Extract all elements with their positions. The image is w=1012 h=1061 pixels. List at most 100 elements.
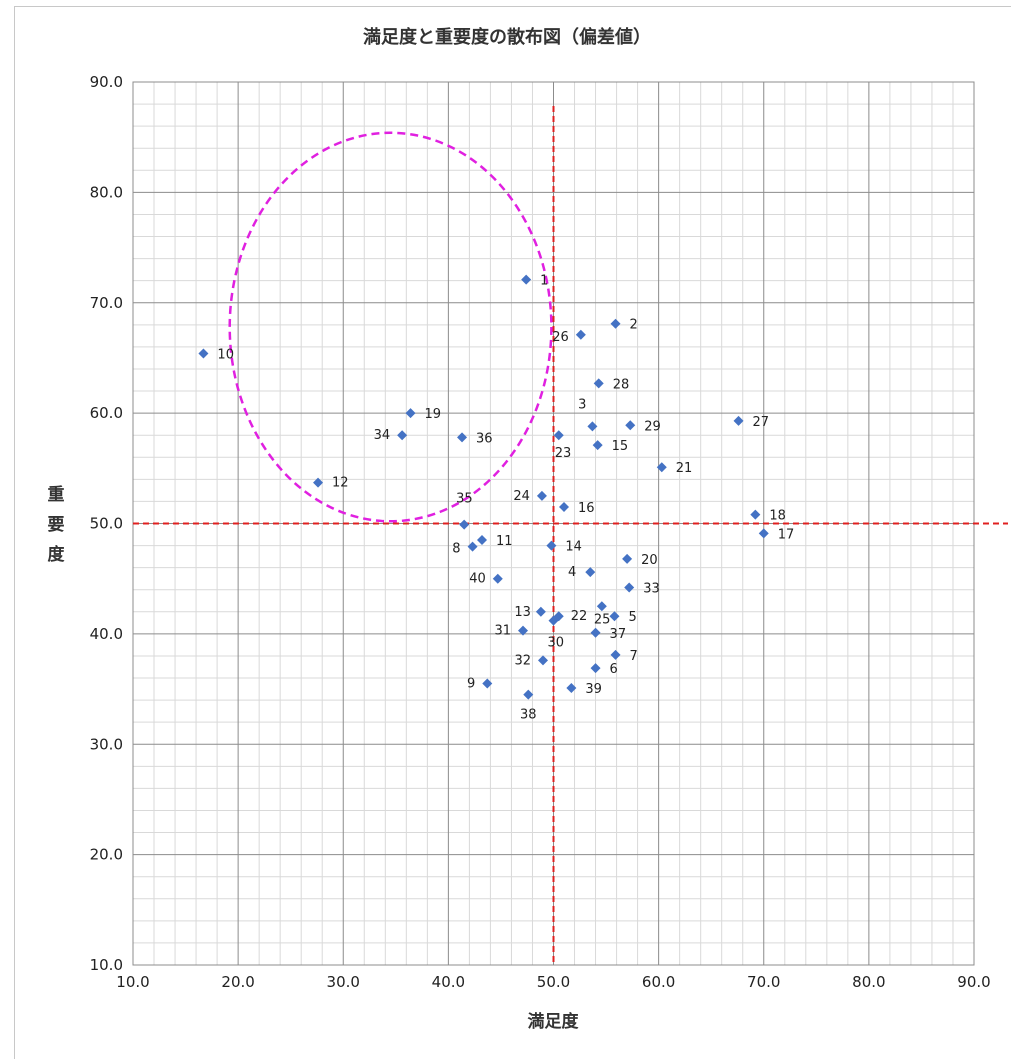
y-tick-label: 10.0 bbox=[90, 956, 123, 974]
x-tick-label: 50.0 bbox=[537, 973, 570, 991]
data-point-marker bbox=[518, 625, 529, 636]
data-point-label: 32 bbox=[514, 653, 531, 668]
data-point-marker bbox=[750, 509, 761, 520]
y-tick-label: 20.0 bbox=[90, 846, 123, 864]
data-point-label: 39 bbox=[585, 682, 602, 697]
x-tick-label: 10.0 bbox=[116, 973, 149, 991]
data-point-marker bbox=[477, 535, 488, 546]
data-point-marker bbox=[758, 528, 769, 539]
data-point-label: 30 bbox=[548, 636, 565, 651]
data-point-marker bbox=[457, 432, 468, 443]
data-point-label: 18 bbox=[769, 509, 786, 524]
highlight-circle bbox=[228, 131, 553, 523]
data-point-marker bbox=[397, 430, 408, 441]
data-point-label: 35 bbox=[456, 492, 473, 507]
y-tick-label: 70.0 bbox=[90, 294, 123, 312]
data-point-label: 4 bbox=[568, 565, 576, 580]
data-point-label: 16 bbox=[578, 501, 595, 516]
data-point-label: 10 bbox=[217, 348, 234, 363]
data-point-marker bbox=[553, 430, 564, 441]
data-point-label: 9 bbox=[467, 677, 475, 692]
data-point-label: 3 bbox=[578, 397, 586, 412]
data-point-label: 31 bbox=[494, 624, 511, 639]
x-axis-title: 満足度 bbox=[528, 1011, 580, 1032]
data-point-label: 11 bbox=[496, 534, 513, 549]
data-point-marker bbox=[593, 378, 604, 389]
data-point-marker bbox=[609, 611, 620, 622]
y-axis-title: 重要度 bbox=[48, 484, 66, 565]
data-point-marker bbox=[575, 329, 586, 340]
data-point-label: 19 bbox=[425, 407, 442, 422]
data-point-label: 38 bbox=[520, 708, 537, 723]
data-point-marker bbox=[313, 477, 324, 488]
data-point-marker bbox=[459, 519, 470, 530]
data-point-label: 36 bbox=[476, 431, 493, 446]
data-point-marker bbox=[536, 490, 547, 501]
data-point-label: 27 bbox=[753, 415, 770, 430]
data-point-label: 17 bbox=[778, 527, 795, 542]
data-point-marker bbox=[592, 440, 603, 451]
data-point-marker bbox=[610, 649, 621, 660]
data-point-label: 15 bbox=[612, 439, 629, 454]
data-point-label: 20 bbox=[641, 553, 658, 568]
data-point-marker bbox=[625, 420, 636, 431]
y-axis-tick-labels: 10.0 20.0 30.0 40.0 50.0 60.0 70.0 80.0 90.0 bbox=[90, 73, 123, 974]
data-point-label: 5 bbox=[628, 610, 636, 625]
data-point-marker bbox=[656, 462, 667, 473]
data-point-marker bbox=[559, 501, 570, 512]
data-point-marker bbox=[467, 541, 478, 552]
data-point-label: 22 bbox=[571, 609, 588, 624]
data-point-marker bbox=[405, 408, 416, 419]
data-point-marker bbox=[596, 601, 607, 612]
data-point-marker bbox=[622, 553, 633, 564]
x-tick-label: 90.0 bbox=[957, 973, 990, 991]
svg-text:重要度: 重要度 bbox=[48, 484, 66, 565]
data-point-label: 25 bbox=[594, 612, 611, 627]
data-point-marker bbox=[587, 421, 598, 432]
x-tick-label: 60.0 bbox=[642, 973, 675, 991]
data-point-label: 8 bbox=[452, 542, 460, 557]
data-point-label: 24 bbox=[513, 489, 530, 504]
data-point-marker bbox=[523, 689, 534, 700]
data-point-marker bbox=[610, 318, 621, 329]
data-point-label: 13 bbox=[514, 605, 531, 620]
data-point-label: 29 bbox=[644, 419, 661, 434]
y-tick-label: 30.0 bbox=[90, 735, 123, 753]
y-tick-label: 90.0 bbox=[90, 73, 123, 91]
x-axis-tick-labels: 10.0 20.0 30.0 40.0 50.0 60.0 70.0 80.0 90.0 bbox=[116, 973, 990, 991]
data-point-marker bbox=[537, 655, 548, 666]
data-point-label: 21 bbox=[676, 461, 693, 476]
data-point-label: 37 bbox=[610, 627, 627, 642]
data-point-label: 26 bbox=[552, 330, 569, 345]
data-point-label: 2 bbox=[630, 318, 638, 333]
data-point-marker bbox=[566, 682, 577, 693]
y-tick-label: 60.0 bbox=[90, 404, 123, 422]
data-point-label: 6 bbox=[610, 662, 618, 677]
data-point-marker bbox=[546, 540, 557, 551]
data-point-label: 7 bbox=[630, 649, 638, 664]
data-point-label: 14 bbox=[565, 540, 582, 555]
chart-frame bbox=[14, 6, 1011, 1059]
data-point-label: 28 bbox=[613, 377, 630, 392]
data-point-marker bbox=[624, 582, 635, 593]
data-point-label: 1 bbox=[540, 274, 548, 289]
data-point-label: 40 bbox=[469, 572, 486, 587]
data-point-marker bbox=[482, 678, 493, 689]
data-point-marker bbox=[585, 567, 596, 578]
x-tick-label: 80.0 bbox=[852, 973, 885, 991]
y-tick-label: 50.0 bbox=[90, 515, 123, 533]
y-tick-label: 40.0 bbox=[90, 625, 123, 643]
data-point-marker bbox=[548, 615, 559, 626]
data-point-marker bbox=[590, 663, 601, 674]
data-point-marker bbox=[521, 274, 532, 285]
x-tick-label: 40.0 bbox=[432, 973, 465, 991]
x-tick-label: 30.0 bbox=[327, 973, 360, 991]
data-point-label: 34 bbox=[374, 428, 391, 443]
chart-title: 満足度と重要度の散布図（偏差値） bbox=[363, 26, 651, 48]
data-point-marker bbox=[198, 348, 209, 359]
data-point-label: 23 bbox=[555, 446, 572, 461]
data-point-label: 12 bbox=[332, 476, 349, 491]
x-tick-label: 70.0 bbox=[747, 973, 780, 991]
data-point-marker bbox=[492, 573, 503, 584]
